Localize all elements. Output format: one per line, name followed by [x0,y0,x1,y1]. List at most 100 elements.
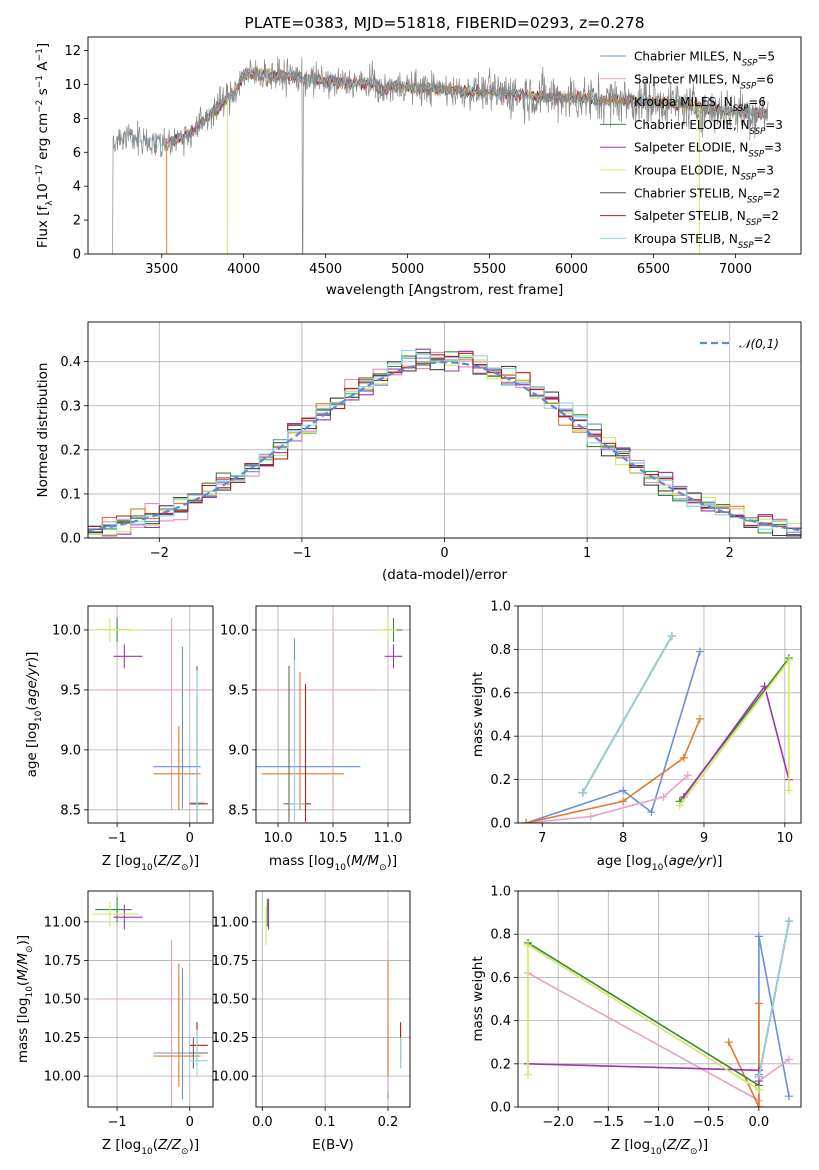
x-tick-label: 10.5 [319,831,348,846]
legend-entry: Kroupa ELODIE, NSSP=3 [634,164,774,183]
errorbar-point [189,1029,208,1077]
x-tick-label: 5500 [473,262,506,277]
label-part: Z/Z [666,1137,691,1153]
label-part: Z/Z [157,1137,182,1153]
label-part: age/yr [24,661,40,706]
label-part: ] [35,43,51,48]
y-tick-label: 0.2 [490,773,511,788]
series-marker [784,1092,793,1101]
x-tick-label: 10 [777,831,794,846]
x-axis-label: (data-model)/error [382,567,508,583]
series-line [527,943,760,1091]
errorbar-point [153,968,208,1100]
y-tick-label: 6 [73,146,81,161]
label-part: −2 [35,100,45,113]
series-line [758,921,790,1077]
errorbar-point [153,646,201,809]
errorbar-point [98,940,208,1107]
y-tick-label: 10.50 [212,993,249,1008]
x-tick-label: 10.0 [264,831,293,846]
label-part: −17 [35,164,45,183]
label-part: )] [189,853,200,869]
series-marker [586,812,595,821]
label-part: erg cm [35,113,51,164]
legend: 𝒩(0,1) [700,337,779,351]
x-axis-label-text: age [log10(age/yr)] [597,853,723,873]
series-line [582,636,673,793]
y-tick-label: 0.0 [490,1101,511,1116]
x-tick-label: −0.5 [693,1115,725,1130]
y-tick-label: 0 [73,248,81,263]
series-line [525,718,701,823]
label-part: Z [log [102,1137,141,1153]
label-part: )] [24,652,40,663]
legend-entry: Salpeter ELODIE, NSSP=3 [634,141,782,160]
series-marker [619,797,628,806]
series-marker [675,801,684,810]
legend-count: =6 [748,95,766,109]
y-tick-label: 9.0 [60,743,81,758]
x-axis-label-text: Z [log10(Z/Z⊙)] [102,853,199,873]
errorbar-point [113,644,143,669]
label-part: ⊙ [181,863,189,873]
y-axis-label: mass weight [470,956,486,1041]
errorbar-point [98,617,208,810]
y-tick-label: 0.6 [490,971,511,986]
grid [88,606,213,823]
series-marker [524,1070,533,1079]
spectrum-lines [112,56,769,254]
legend-sub: SSP [742,59,758,69]
label-part: ( [663,853,668,869]
y-tick-label: 0.8 [490,928,511,943]
y-axis-label: age [log10(age/yr)] [24,652,44,778]
x-axis-label: wavelength [Angstrom, rest frame] [326,282,564,298]
age-vs-Z-panel: −1 08.59.09.510.0Z [log10(Z/Z⊙)]age [log1… [24,605,214,873]
label-part: )] [189,1137,200,1153]
legend-entry: Kroupa MILES, NSSP=6 [634,95,766,114]
y-tick-label: 10.0 [52,623,81,638]
legend-name: Kroupa MILES, N [634,95,733,109]
errorbar-point [283,665,295,822]
y-tick-label: 10.00 [44,1070,81,1085]
x-axis-label-text: mass [log10(M/M⊙)] [269,853,397,873]
y-axis-label: mass weight [470,672,486,757]
x-tick-label: 6000 [555,262,588,277]
label-part: mass [log [15,998,31,1064]
label-part: mass [log [269,853,335,869]
errorbar-point [91,901,139,927]
legend-name: Chabrier MILES, N [634,50,742,64]
x-axis-label: Z [log10(Z/Z⊙)] [611,1137,708,1157]
x-axis-label: Z [log10(Z/Z⊙)] [102,853,199,873]
y-tick-label: 0.4 [490,1014,511,1029]
x-axis-label: mass [log10(M/M⊙)] [269,853,397,873]
ticks: 0.0 0.1 0.2 10.00 10.25 10.50 10.75 11.00 [212,915,399,1130]
y-tick-label: 0.4 [60,355,81,370]
errorbars [91,617,208,823]
x-tick-label: 7 [538,831,546,846]
x-tick-label: 7000 [719,262,752,277]
y-tick-label: 0.3 [60,399,81,414]
y-tick-label: 1.0 [490,600,511,615]
axes-frame [87,605,214,824]
errorbar-point [153,725,201,810]
series-marker [695,714,704,723]
series [675,656,793,810]
histogram-panel: −2 −1 0 1 2 0.0 0.1 0.2 0.3 0.4 (data-model)/error… [35,321,802,583]
x-tick-label: −1.5 [593,1115,625,1130]
series-marker [578,788,587,797]
legend-sub: SSP [741,173,757,183]
series [522,714,704,823]
y-tick-label: 11.00 [212,915,249,930]
legend-entry: 𝒩(0,1) [739,337,779,351]
ticks: −2.0 −1.5 −1.0 −0.5 0.0 0.0 0.2 0.4 0.6 0.8 1.0 [490,885,769,1131]
label-part: )] [698,1137,709,1153]
x-tick-label: 0.1 [315,1115,336,1130]
label-part: A [35,61,51,75]
series-marker [659,792,668,801]
legend-entry: Chabrier STELIB, NSSP=2 [634,186,780,205]
x-tick-label: −1.0 [643,1115,675,1130]
